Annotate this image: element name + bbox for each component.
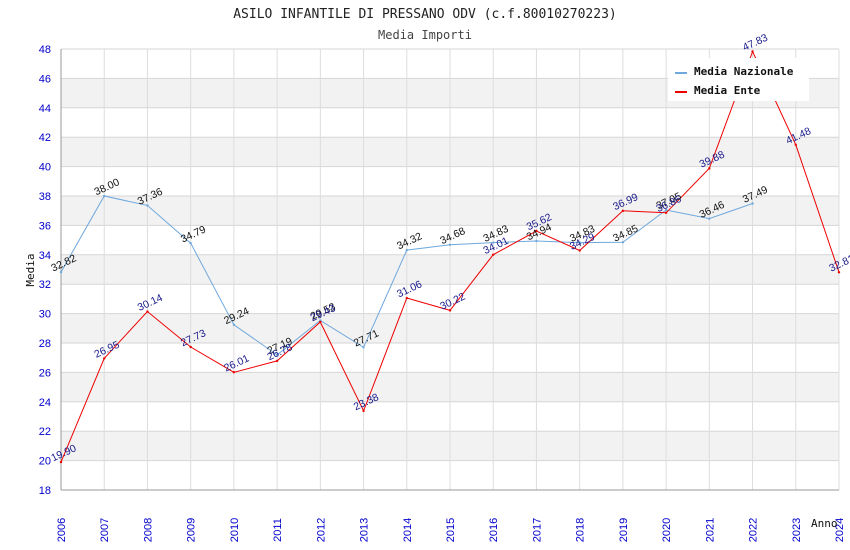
data-point-media-nazionale xyxy=(405,248,408,252)
y-tick-label: 26 xyxy=(39,367,51,379)
data-point-media-nazionale xyxy=(708,217,711,220)
data-point-media-nazionale xyxy=(189,241,192,245)
y-tick-label: 38 xyxy=(39,191,51,203)
data-point-media-nazionale xyxy=(275,353,279,357)
x-tick-label: 2022 xyxy=(748,518,760,542)
y-tick-label: 32 xyxy=(39,279,51,291)
data-point-media-nazionale xyxy=(103,194,106,198)
data-point-media-nazionale xyxy=(362,346,365,349)
data-point-media-nazionale xyxy=(232,323,236,326)
data-point-media-ente xyxy=(146,310,149,313)
data-point-media-ente xyxy=(837,271,841,274)
data-label-media-ente: 30.22 xyxy=(438,291,467,313)
data-point-media-nazionale xyxy=(535,239,538,243)
data-point-media-nazionale xyxy=(492,241,495,244)
data-point-media-ente xyxy=(621,209,625,213)
y-tick-label: 44 xyxy=(39,103,51,115)
x-axis-label: Anno xyxy=(811,517,838,530)
y-tick-label: 36 xyxy=(39,220,51,232)
data-point-media-ente xyxy=(751,50,754,53)
data-point-media-ente xyxy=(319,320,322,324)
y-tick-label: 22 xyxy=(39,426,51,438)
data-point-media-ente xyxy=(405,296,408,300)
x-tick-label: 2014 xyxy=(402,518,414,542)
x-tick-label: 2019 xyxy=(618,518,630,542)
y-tick-label: 40 xyxy=(39,162,51,174)
chart-title: ASILO INFANTILE DI PRESSANO ODV (c.f.800… xyxy=(233,7,617,22)
data-point-media-ente xyxy=(794,143,797,147)
x-tick-label: 2006 xyxy=(56,518,68,542)
data-label-media-ente: 47.83 xyxy=(741,32,770,54)
data-point-media-ente xyxy=(535,229,538,233)
x-tick-label: 2009 xyxy=(186,518,198,542)
data-point-media-ente xyxy=(232,371,236,374)
y-tick-label: 48 xyxy=(39,44,51,56)
data-point-media-ente xyxy=(275,359,279,363)
x-tick-label: 2018 xyxy=(575,518,587,542)
data-point-media-nazionale xyxy=(59,270,63,274)
data-label-media-nazionale: 38.00 xyxy=(93,176,122,198)
y-axis-label: Media xyxy=(24,253,37,286)
data-label-media-nazionale: 34.79 xyxy=(179,223,208,245)
data-label-media-ente: 30.14 xyxy=(136,292,165,314)
y-tick-label: 28 xyxy=(39,338,51,350)
x-tick-label: 2010 xyxy=(229,518,241,542)
x-tick-label: 2017 xyxy=(531,518,543,542)
legend: Media Nazionale Media Ente xyxy=(668,58,809,101)
x-tick-label: 2021 xyxy=(704,518,716,542)
data-point-media-nazionale xyxy=(578,241,581,244)
x-axis-ticks: 2006 2007 2008 2009 2010 2011 2012 2013 2014 2015… xyxy=(56,518,846,542)
y-tick-label: 20 xyxy=(39,456,51,468)
data-point-media-ente xyxy=(448,309,452,312)
x-tick-label: 2023 xyxy=(791,518,803,542)
data-point-media-nazionale xyxy=(146,204,149,207)
y-tick-label: 46 xyxy=(39,73,51,85)
x-tick-label: 2011 xyxy=(272,518,284,542)
x-tick-label: 2008 xyxy=(142,518,154,542)
x-tick-label: 2007 xyxy=(99,518,111,542)
series-group xyxy=(59,50,841,464)
data-point-media-ente xyxy=(189,345,192,349)
legend-label-media-ente: Media Ente xyxy=(694,84,761,97)
axes xyxy=(60,49,839,491)
data-label-media-nazionale: 34.32 xyxy=(395,230,424,252)
y-tick-label: 30 xyxy=(39,309,51,321)
data-point-media-ente xyxy=(492,253,495,256)
data-point-media-nazionale xyxy=(664,208,668,212)
x-tick-label: 2024 xyxy=(834,518,846,542)
legend-label-media-nazionale: Media Nazionale xyxy=(694,65,794,78)
data-point-media-ente xyxy=(578,249,581,252)
data-point-media-ente xyxy=(708,167,711,170)
y-axis-ticks: 18 20 22 24 26 28 30 32 34 36 38 40 42 44 46 48 xyxy=(39,44,51,497)
y-tick-label: 42 xyxy=(39,132,51,144)
data-point-media-ente xyxy=(103,357,106,360)
data-point-media-ente xyxy=(664,211,668,214)
x-tick-label: 2013 xyxy=(359,518,371,542)
data-point-media-nazionale xyxy=(448,243,452,247)
data-point-media-nazionale xyxy=(621,241,625,244)
x-tick-label: 2015 xyxy=(445,518,457,542)
chart-subtitle: Media Importi xyxy=(378,28,472,42)
legend-box xyxy=(668,58,809,101)
data-point-media-nazionale xyxy=(751,202,754,205)
x-tick-label: 2012 xyxy=(315,518,327,542)
data-point-media-ente xyxy=(362,409,365,413)
y-tick-label: 18 xyxy=(39,485,51,497)
x-tick-label: 2020 xyxy=(661,518,673,542)
y-tick-label: 24 xyxy=(39,397,51,409)
data-point-media-ente xyxy=(59,460,63,464)
y-tick-label: 34 xyxy=(39,250,51,262)
x-tick-label: 2016 xyxy=(488,518,500,542)
